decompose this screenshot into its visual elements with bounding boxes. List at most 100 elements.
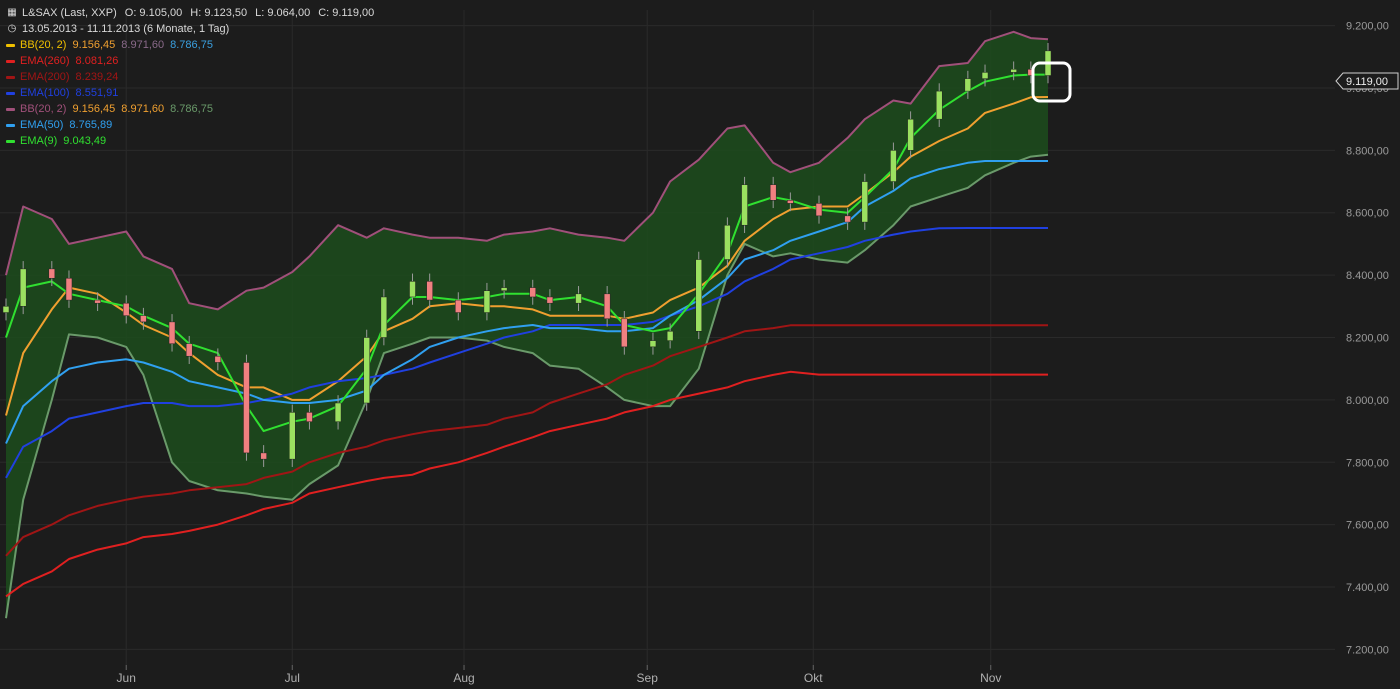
legend-swatch [6,139,15,143]
candle-body [306,412,313,422]
candle-body [529,287,536,298]
y-tick-label: 7.600,00 [1346,520,1389,532]
candle-body [214,355,222,363]
y-tick-label: 8.200,00 [1346,333,1389,345]
legend-name: BB(20, 2) [20,103,67,115]
legend-name: EMA(9) [20,135,58,147]
legend-swatch [6,91,15,95]
x-axis: Jun Jul Aug Sep Okt Nov [117,665,1001,685]
legend-swatch [6,43,15,47]
legend-name: EMA(100) [20,87,70,99]
candle-body [890,150,897,182]
candle-body [2,306,10,313]
candle-body [603,293,611,320]
legend-item[interactable]: EMA(9) 9.043,49 [6,133,382,149]
y-tick-label: 8.000,00 [1346,395,1389,407]
legend-item[interactable]: EMA(260) 8.081,26 [6,53,382,69]
legend-item[interactable]: BB(20, 2) 9.156,45 8.971,60 8.786,75 [6,101,382,117]
highlight-box [1031,61,1072,103]
y-tick-label: 7.400,00 [1346,582,1389,594]
x-tick-label: Aug [453,671,474,685]
candle-body [981,72,989,79]
legend-swatch [6,59,15,63]
candle-body [741,184,748,226]
candle-body [380,296,388,338]
candle-body [649,340,657,348]
legend-name: BB(20, 2) [20,39,67,51]
series-layer [5,30,1049,619]
last-price-value: 9.119,00 [1346,76,1388,88]
legend-name: EMA(50) [20,119,64,131]
date-range: 13.05.2013 - 11.11.2013 (6 Monate, 1 Tag… [22,23,230,35]
x-tick-label: Nov [980,671,1001,685]
candle-body [621,318,628,348]
legend-value: 8.786,75 [170,103,213,115]
candle-body [289,412,296,460]
legend-value: 8.971,60 [121,103,165,115]
candle-body [724,224,731,260]
legend-value: 8.081,26 [75,55,119,67]
legend-value: 9.043,49 [63,135,107,147]
open-value: O: 9.105,00 [124,7,183,19]
candle-body [844,215,851,223]
candle-body [500,287,508,291]
legend-item[interactable]: EMA(50) 8.765,89 [6,117,382,133]
legend-value: 8.239,24 [75,71,119,83]
candle-body [695,259,703,332]
legend-item[interactable]: BB(20, 2) 9.156,45 8.971,60 8.786,75 [6,37,382,53]
legend-name: EMA(200) [20,71,70,83]
low-value: L: 9.064,00 [255,7,311,19]
candle-body [185,343,193,357]
symbol-label: L&SAX (Last, XXP) [22,7,117,19]
candle-body [260,452,267,460]
series-line-bb-20-2- [5,153,1049,619]
candle-body [19,268,27,307]
candle-body [546,296,554,304]
y-tick-label: 7.800,00 [1346,457,1389,469]
x-tick-label: Jun [117,671,136,685]
candle-body [243,362,250,454]
legend-name: EMA(260) [20,55,70,67]
y-tick-label: 8.800,00 [1346,145,1389,157]
candle-body [483,290,491,313]
candle-body [815,203,823,217]
y-axis: 7.200,00 7.400,00 7.600,00 7.800,00 8.000,00… [1346,21,1389,657]
legend-swatch [6,75,15,79]
legend-value: 9.156,45 [72,39,116,51]
candle-body [861,181,869,223]
legend-value: 8.971,60 [121,39,165,51]
candle-body [363,337,370,404]
series-line-bb-20-2- [5,30,1049,311]
candle-body [94,299,101,304]
legend-value: 9.156,45 [72,103,116,115]
candlestick-icon: ▦ [7,7,17,18]
candle-body [48,268,56,279]
last-price-label: 9.119,00 [1335,72,1399,90]
series-line-ema-200- [5,324,1048,557]
candle-body [168,321,176,344]
legend-value: 8.786,75 [170,39,213,51]
y-tick-label: 8.600,00 [1346,208,1389,220]
candle-body [935,90,943,120]
legend-item[interactable]: EMA(100) 8.551,91 [6,85,382,101]
legend-value: 8.765,89 [69,119,113,131]
candle-layer [2,43,1052,467]
candle-body [426,281,433,301]
high-value: H: 9.123,50 [190,7,248,19]
x-tick-label: Sep [637,671,659,685]
close-value: C: 9.119,00 [318,7,375,19]
legend-swatch [6,107,15,111]
candle-body [409,281,416,298]
series-line-ema-100- [5,227,1048,479]
series-line-ema-50- [5,160,1048,444]
legend-swatch [6,123,15,127]
series-line-ema-260- [5,370,1048,598]
candle-body [65,277,73,301]
legend-value: 8.551,91 [75,87,119,99]
range-row: ◷ 13.05.2013 - 11.11.2013 (6 Monate, 1 T… [6,21,382,37]
candle-body [334,402,342,422]
candle-body [122,302,130,316]
candle-body [455,299,462,313]
legend-item[interactable]: EMA(200) 8.239,24 [6,69,382,85]
